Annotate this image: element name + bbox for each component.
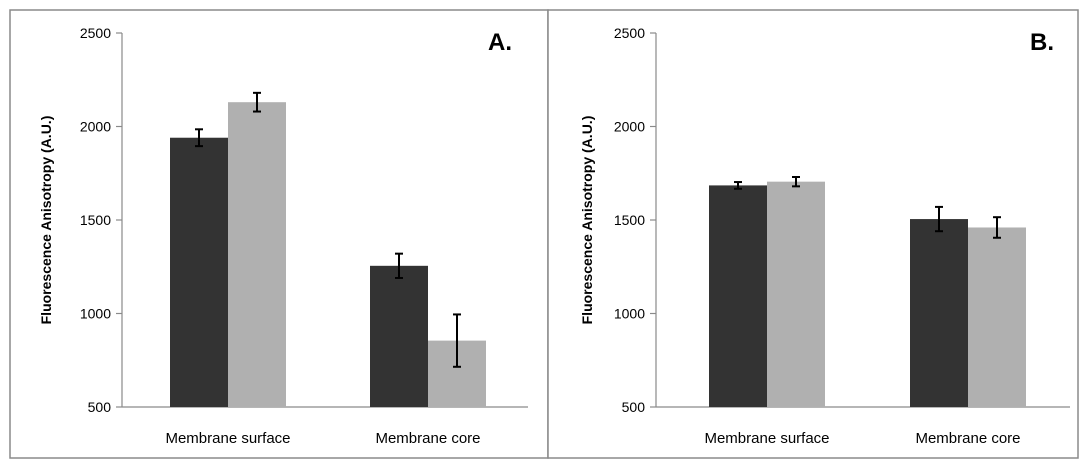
error-bar — [734, 181, 742, 190]
y-tick-label: 1500 — [80, 212, 111, 228]
y-tick-label: 1000 — [614, 306, 645, 322]
category-label: Membrane core — [375, 430, 480, 447]
error-bar — [253, 91, 261, 113]
chart-panel-a: 500 1000 1500 2000 2500 Fluorescence Anisotro… — [9, 9, 549, 459]
bar — [170, 137, 228, 407]
error-bar — [453, 313, 461, 368]
y-tick-label: 2000 — [614, 119, 645, 135]
y-tick-label: 500 — [88, 399, 112, 415]
y-axis-label: Fluorescence Anisotropy (A.U.) — [579, 116, 595, 325]
y-tick-label: 1000 — [80, 306, 111, 322]
y-tick-label: 2500 — [614, 25, 645, 41]
bar — [370, 265, 428, 407]
bar — [910, 219, 968, 407]
y-tick-label: 1500 — [614, 212, 645, 228]
error-bar — [935, 205, 943, 233]
error-bar — [395, 252, 403, 279]
category-label: Membrane surface — [704, 430, 829, 447]
bar — [709, 185, 767, 407]
error-bar — [993, 216, 1001, 239]
y-axis-label: Fluorescence Anisotropy (A.U.) — [38, 116, 54, 325]
error-bar — [792, 175, 800, 188]
category-label: Membrane core — [915, 430, 1020, 447]
chart-panel-b: 500 1000 1500 2000 2500 Fluorescence Anisotro… — [547, 9, 1079, 459]
y-tick-label: 2000 — [80, 119, 111, 135]
error-bar — [195, 128, 203, 148]
y-tick-label: 2500 — [80, 25, 111, 41]
panel-label: B. — [1030, 29, 1054, 56]
bar — [968, 227, 1026, 407]
bar — [228, 102, 286, 407]
y-tick-label: 500 — [622, 399, 646, 415]
panel-label: A. — [488, 29, 512, 56]
category-label: Membrane surface — [165, 430, 290, 447]
bar — [767, 181, 825, 407]
